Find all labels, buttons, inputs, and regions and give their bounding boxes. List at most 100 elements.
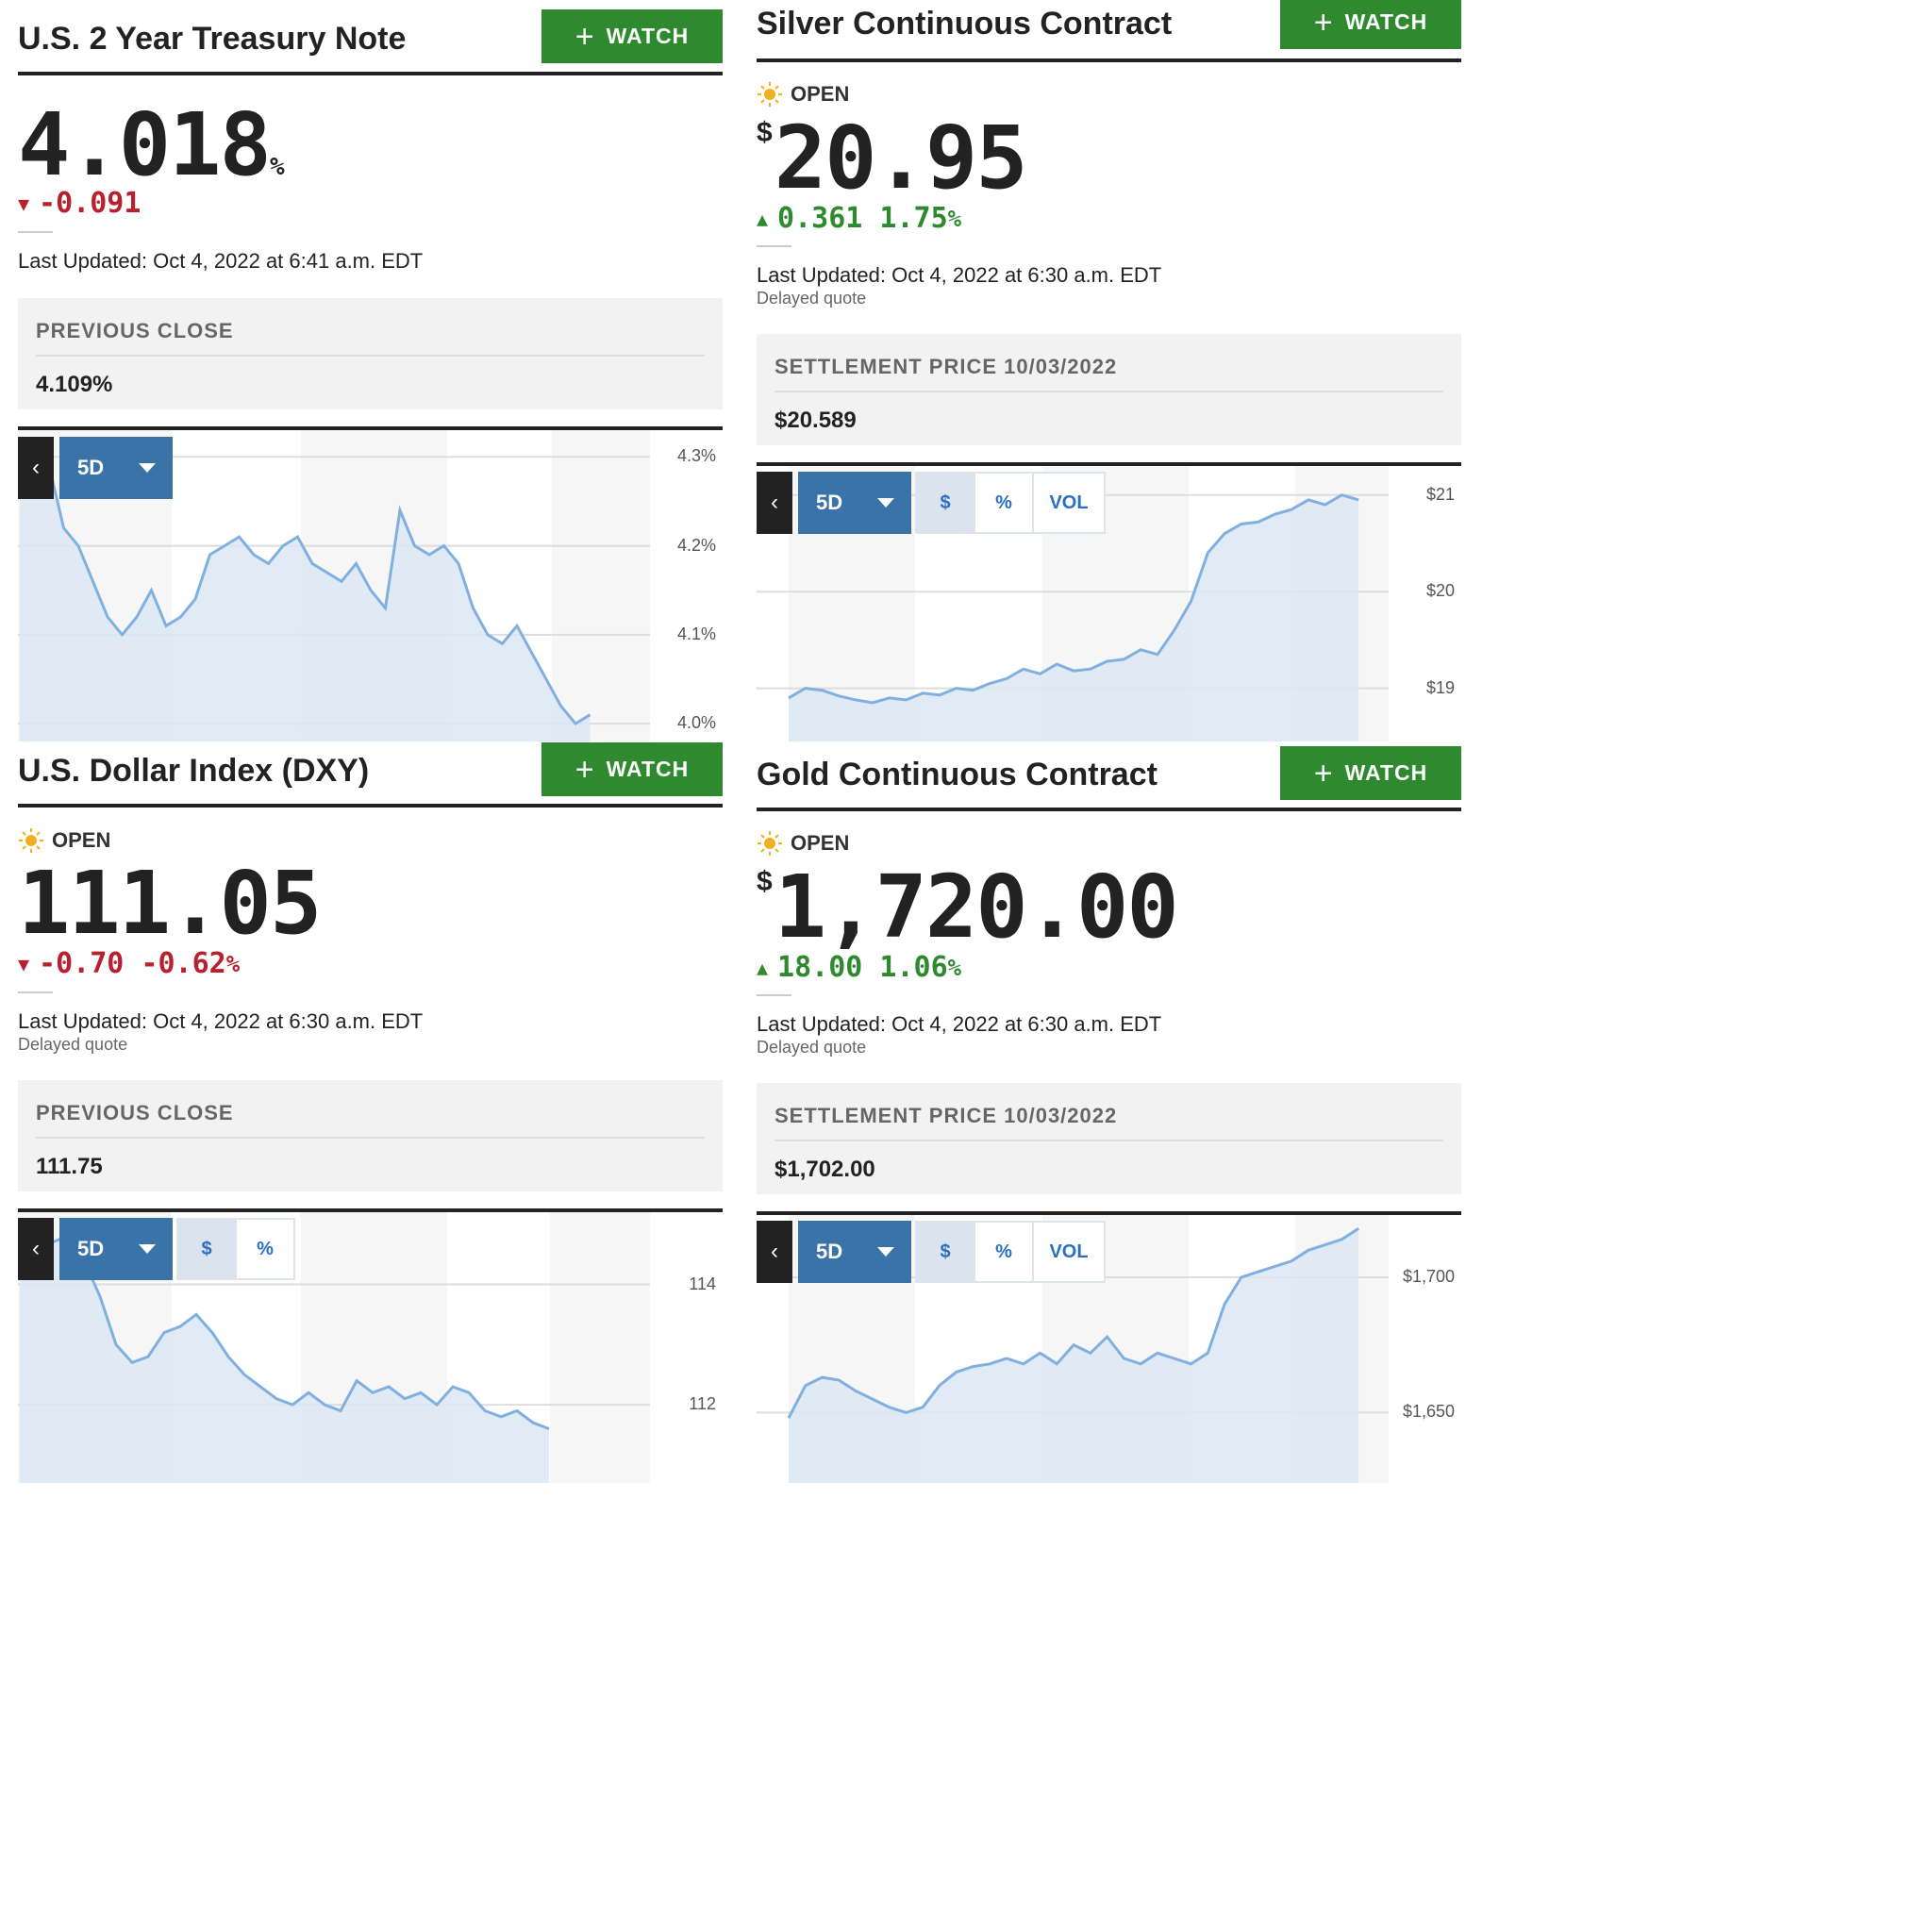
percent-mode-button[interactable]: %: [974, 472, 1034, 534]
percent-sign: %: [947, 954, 962, 981]
divider: [18, 231, 53, 233]
sun-icon: [19, 828, 43, 853]
back-button[interactable]: ‹: [18, 437, 54, 499]
session-band: [552, 430, 650, 741]
price: 4.018%: [18, 94, 285, 195]
dollar-mode-button[interactable]: $: [176, 1218, 237, 1280]
back-button[interactable]: ‹: [757, 1221, 792, 1283]
series-area: [20, 1236, 550, 1483]
watch-button[interactable]: + WATCH: [541, 9, 723, 63]
range-dropdown[interactable]: 5D: [59, 437, 173, 499]
change-value: 0.361: [777, 202, 863, 235]
y-tick-label: $19: [1425, 677, 1455, 697]
price: 111.05: [18, 853, 322, 954]
stat-value: 111.75: [36, 1154, 103, 1179]
page-title: U.S. Dollar Index (DXY): [18, 753, 370, 789]
gold-chart-svg: [757, 1215, 1389, 1483]
price-chart[interactable]: ‹ 5D $ % 114 112: [18, 1208, 723, 1483]
price: $20.95: [757, 108, 1028, 208]
range-dropdown[interactable]: 5D: [798, 472, 911, 534]
volume-mode-button[interactable]: VOL: [1032, 472, 1106, 534]
watch-button[interactable]: + WATCH: [1280, 0, 1461, 49]
status-label: OPEN: [52, 828, 111, 852]
watch-button[interactable]: + WATCH: [541, 742, 723, 796]
chevron-down-icon: [877, 498, 894, 508]
chart-mode-group: $ %: [176, 1218, 295, 1280]
delayed-quote: Delayed quote: [757, 1038, 867, 1057]
price: $1,720.00: [757, 857, 1179, 958]
market-status: OPEN: [757, 830, 849, 857]
y-tick-label: $1,650: [1402, 1402, 1455, 1422]
divider: [36, 355, 705, 357]
watch-label: WATCH: [1344, 760, 1428, 785]
last-updated: Last Updated: Oct 4, 2022 at 6:41 a.m. E…: [18, 249, 424, 273]
price-chart[interactable]: ‹ 5D $ % VOL $21 $20 $19: [757, 462, 1461, 741]
percent-sign: %: [225, 950, 241, 977]
y-tick-label: $1,700: [1402, 1266, 1455, 1286]
percent-mode-button[interactable]: %: [235, 1218, 295, 1280]
y-tick-label: 4.2%: [676, 535, 716, 555]
stat-label: PREVIOUS CLOSE: [36, 1101, 234, 1124]
page-title: Silver Continuous Contract: [757, 6, 1173, 42]
plus-icon: +: [1313, 755, 1334, 791]
page-title: Gold Continuous Contract: [757, 757, 1158, 792]
watch-button[interactable]: + WATCH: [1280, 746, 1461, 800]
change-percent: 1.75: [879, 202, 948, 235]
market-status: OPEN: [757, 81, 849, 108]
chart-mode-group: $ % VOL: [915, 472, 1106, 534]
stat-label: PREVIOUS CLOSE: [36, 319, 234, 342]
market-status: OPEN: [18, 827, 110, 854]
gold-panel: Gold Continuous Contract + WATCH OPEN $1…: [757, 740, 1461, 1483]
status-label: OPEN: [791, 831, 850, 855]
silver-header: Silver Continuous Contract + WATCH: [757, 0, 1461, 62]
chart-mode-group: $ % VOL: [915, 1221, 1106, 1283]
series-line: [788, 493, 1359, 705]
back-button[interactable]: ‹: [757, 472, 792, 534]
change-value: 18.00: [777, 951, 863, 984]
down-arrow-icon: ▼: [18, 952, 30, 975]
change-value: -0.70: [39, 947, 125, 980]
session-band: [550, 1212, 650, 1483]
last-updated: Last Updated: Oct 4, 2022 at 6:30 a.m. E…: [757, 263, 1162, 287]
back-button[interactable]: ‹: [18, 1218, 54, 1280]
range-dropdown[interactable]: 5D: [59, 1218, 173, 1280]
change-percent: -0.62: [141, 947, 226, 980]
unit-label: %: [269, 153, 285, 181]
y-tick-label: 4.0%: [676, 713, 716, 733]
dxy-header: U.S. Dollar Index (DXY) + WATCH: [18, 740, 723, 808]
series-line: [19, 1234, 550, 1431]
percent-mode-button[interactable]: %: [974, 1221, 1034, 1283]
series-area: [789, 1228, 1359, 1483]
plus-icon: +: [575, 751, 595, 788]
price-change: ▲ 18.00 1.06%: [757, 951, 961, 984]
change-value: -0.091: [39, 187, 142, 220]
status-label: OPEN: [791, 82, 850, 106]
previous-close-box: PREVIOUS CLOSE 111.75: [18, 1080, 723, 1191]
price-chart[interactable]: ‹ 5D $ % VOL $1,700 $1,650: [757, 1211, 1461, 1483]
dollar-mode-button[interactable]: $: [915, 472, 975, 534]
divider: [757, 994, 791, 996]
up-arrow-icon: ▲: [757, 956, 769, 979]
price-change: ▲ 0.361 1.75%: [757, 202, 961, 235]
range-dropdown[interactable]: 5D: [798, 1221, 911, 1283]
stat-value: 4.109%: [36, 372, 113, 397]
dxy-panel: U.S. Dollar Index (DXY) + WATCH OPEN 111…: [18, 740, 723, 1483]
stat-label: SETTLEMENT PRICE 10/03/2022: [774, 1104, 1118, 1127]
price-chart[interactable]: ‹ 5D 4.3% 4.2% 4.1% 4.0%: [18, 426, 723, 741]
dollar-mode-button[interactable]: $: [915, 1221, 975, 1283]
stat-label: SETTLEMENT PRICE 10/03/2022: [774, 355, 1118, 378]
up-arrow-icon: ▲: [757, 207, 769, 230]
volume-mode-button[interactable]: VOL: [1032, 1221, 1106, 1283]
watch-label: WATCH: [606, 24, 690, 48]
last-updated: Last Updated: Oct 4, 2022 at 6:30 a.m. E…: [757, 1012, 1162, 1036]
y-tick-label: 4.3%: [676, 446, 716, 466]
series-line: [18, 455, 591, 726]
delayed-quote: Delayed quote: [18, 1035, 128, 1054]
y-tick-label: $20: [1425, 581, 1455, 601]
treasury-panel: U.S. 2 Year Treasury Note + WATCH 4.018%…: [18, 0, 723, 741]
currency-symbol: $: [757, 117, 773, 148]
plus-icon: +: [1313, 4, 1334, 41]
divider: [757, 245, 791, 247]
y-tick-label: $21: [1425, 484, 1455, 504]
treasury-header: U.S. 2 Year Treasury Note + WATCH: [18, 0, 723, 75]
